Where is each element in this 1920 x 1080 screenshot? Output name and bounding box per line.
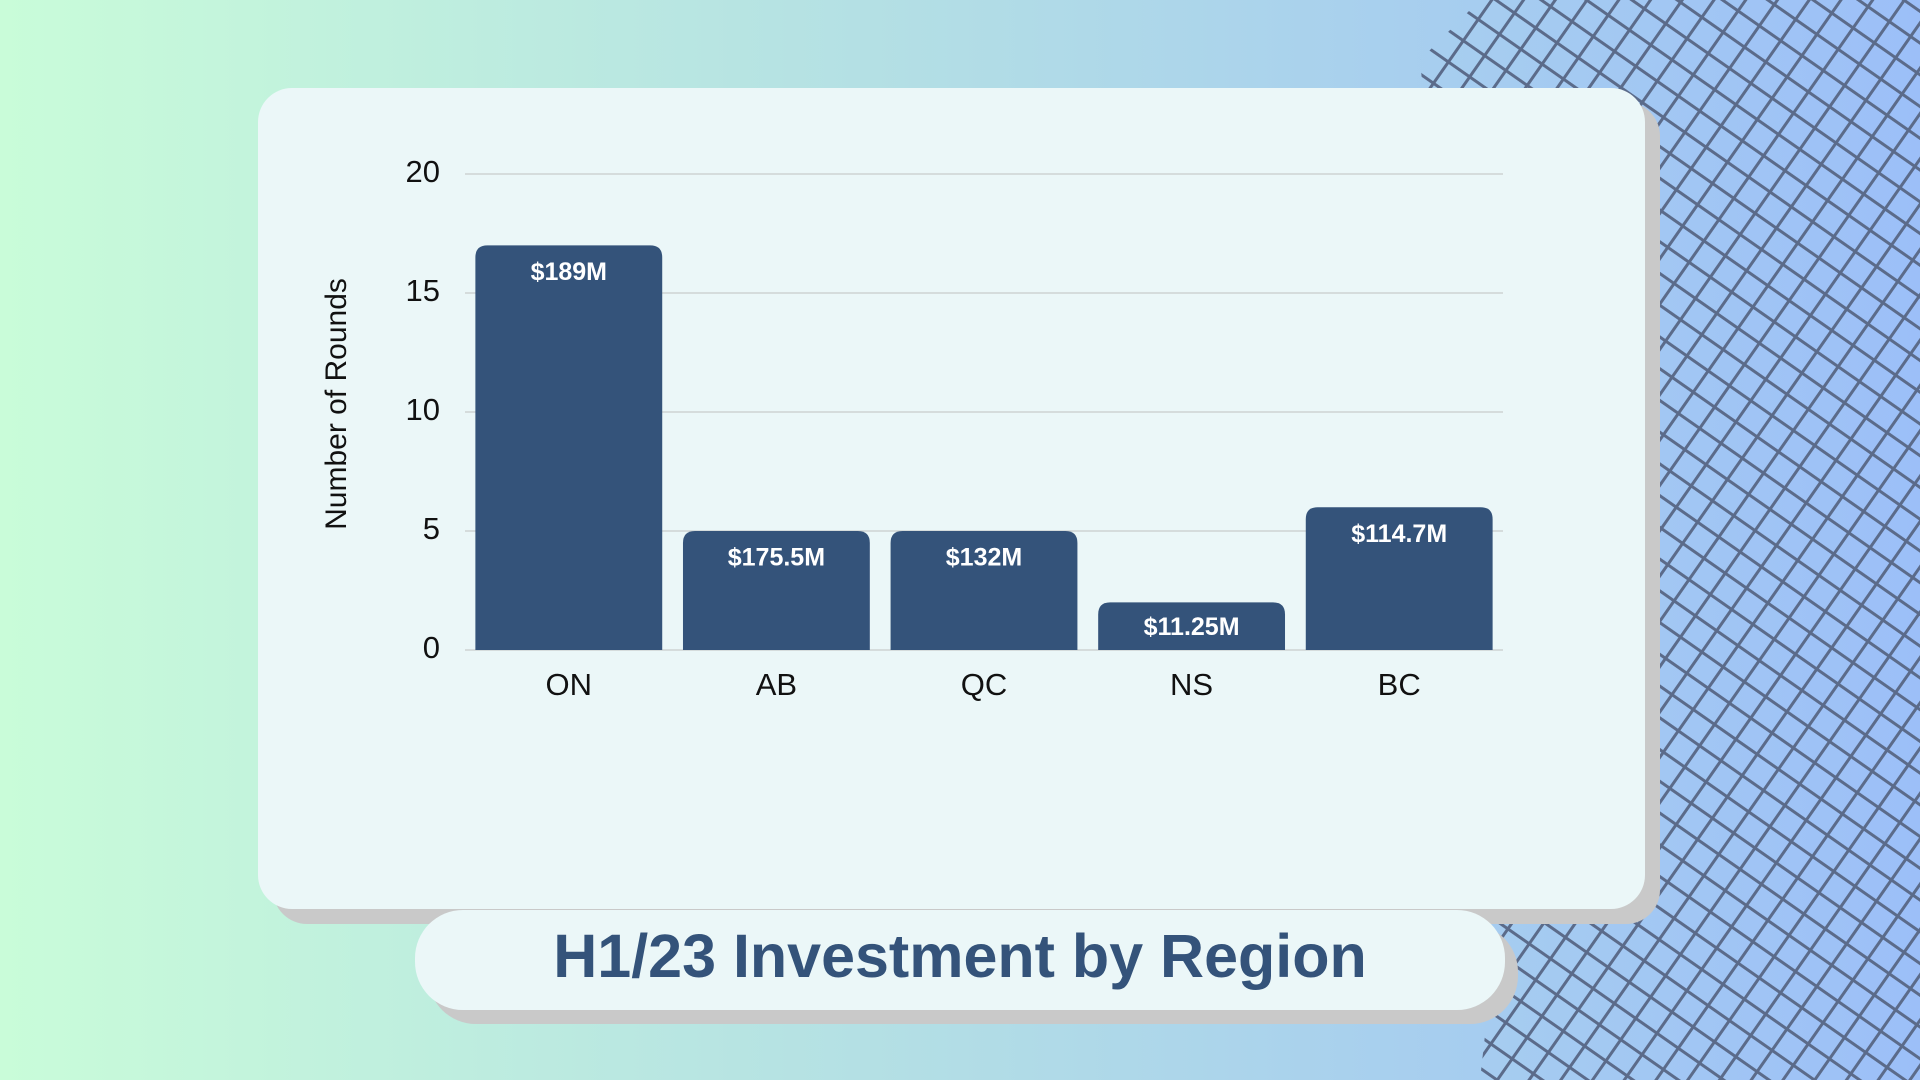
- y-axis-label: Number of Rounds: [320, 278, 353, 530]
- bar: [682, 531, 870, 650]
- y-tick-label: 5: [423, 511, 440, 546]
- bar-label: $189M: [531, 258, 607, 286]
- y-tick-label: 0: [423, 630, 440, 665]
- bar-label: $132M: [946, 544, 1022, 572]
- bar: [1305, 507, 1493, 650]
- x-tick-label: AB: [756, 667, 797, 702]
- y-tick-label: 20: [406, 154, 440, 189]
- x-tick-label: QC: [961, 667, 1008, 702]
- card: [258, 88, 1645, 909]
- x-tick-label: NS: [1170, 667, 1213, 702]
- x-tick-label: ON: [546, 667, 593, 702]
- bar-label: $11.25M: [1144, 613, 1240, 641]
- y-tick-label: 10: [406, 392, 440, 427]
- y-tick-label: 15: [406, 273, 440, 308]
- title-pill: [415, 910, 1505, 1010]
- plot-area: 0 5 10 15 20 ON $189M AB $175.5M QC $132M NS $11.25M…: [406, 154, 1503, 702]
- bar: [890, 531, 1078, 650]
- bar: [1098, 602, 1286, 650]
- bar: [475, 245, 663, 650]
- bar-label: $175.5M: [728, 544, 825, 572]
- bar-label: $114.7M: [1351, 520, 1447, 548]
- chart-title: H1/23 Investment by Region: [553, 922, 1367, 990]
- x-tick-label: BC: [1378, 667, 1421, 702]
